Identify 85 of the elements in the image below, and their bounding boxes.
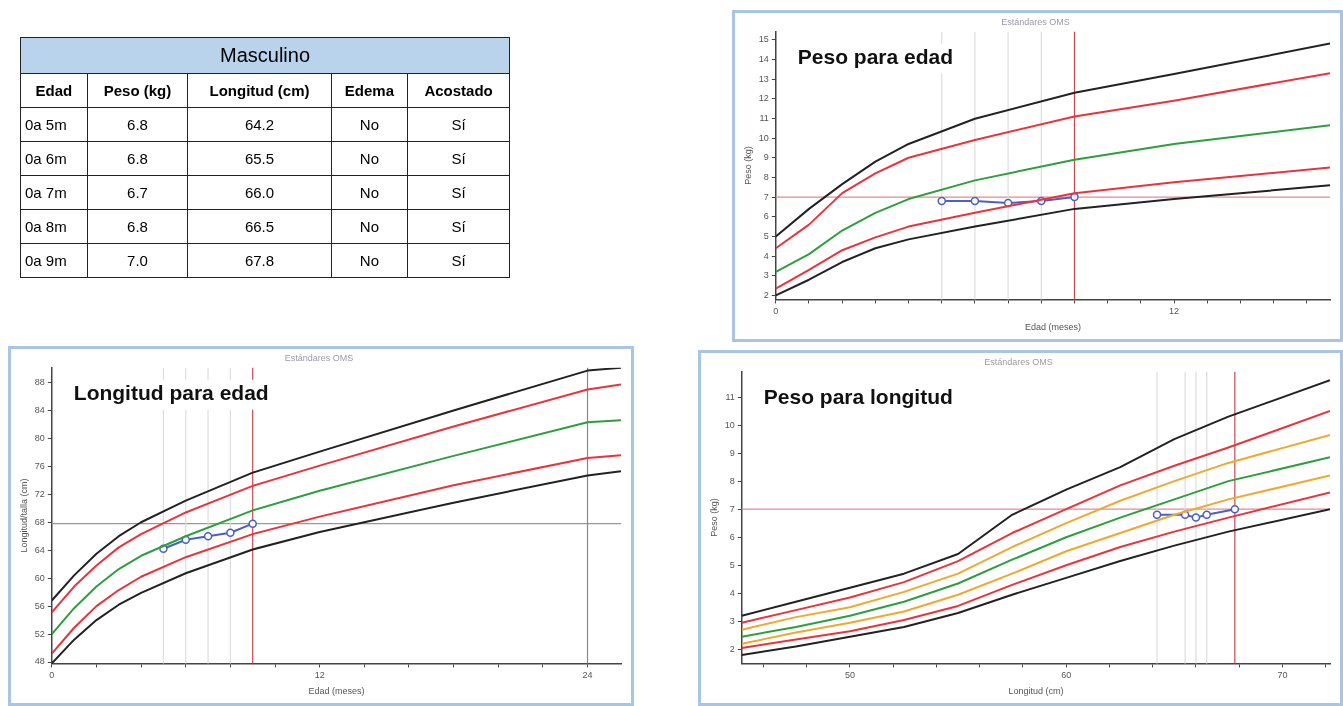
category-label: Peso (kg) — [87, 73, 188, 108]
chart-subtitle: Estándares OMS — [984, 356, 1053, 367]
y-tick-label: 7 — [763, 191, 769, 202]
y-tick-label: 8 — [729, 475, 735, 486]
y-tick-label: 4 — [763, 250, 769, 261]
y-tick-label: 10 — [758, 132, 769, 143]
y-tick-label: 9 — [729, 447, 735, 458]
text: 0a 8m — [20, 209, 88, 244]
y-tick-label: 2 — [763, 289, 769, 300]
text: Sí — [407, 209, 510, 244]
category-label: Edema — [331, 73, 408, 108]
y-tick-label: 2 — [729, 643, 735, 654]
y-tick-label: 4 — [729, 587, 735, 598]
text: Sí — [407, 243, 510, 278]
y-tick-label: 9 — [763, 152, 769, 163]
chart-subtitle: Estándares OMS — [284, 352, 354, 363]
text: 6.7 — [87, 175, 188, 210]
text: No — [331, 141, 408, 176]
y-tick-label: 10 — [724, 419, 735, 430]
category-label: Edad — [20, 73, 88, 108]
text: No — [331, 209, 408, 244]
x-axis-title: Longitud (cm) — [1008, 686, 1064, 697]
text: 0a 6m — [20, 141, 88, 176]
y-tick-label: 52 — [34, 628, 45, 639]
text: Peso para longitud — [763, 385, 953, 409]
y-tick-label: 11 — [725, 391, 735, 402]
y-axis-title: Peso (kg) — [708, 498, 719, 537]
text: 64.2 — [187, 107, 332, 142]
text: 6.8 — [87, 107, 188, 142]
text: 0a 9m — [20, 243, 88, 278]
y-tick-label: 56 — [34, 600, 45, 611]
text: No — [331, 243, 408, 278]
y-tick-label: 80 — [34, 432, 45, 443]
y-axis-title: Peso (kg) — [742, 146, 753, 185]
text: 66.0 — [187, 175, 332, 210]
x-axis-title: Edad (meses) — [308, 686, 365, 697]
y-tick-label: 15 — [758, 34, 769, 45]
text: 65.5 — [187, 141, 332, 176]
y-tick-label: 88 — [34, 376, 45, 387]
text: Masculino — [20, 37, 510, 73]
y-tick-label: 11 — [759, 112, 769, 123]
text: No — [331, 107, 408, 142]
x-tick-label: 24 — [582, 670, 593, 681]
x-tick-label: 70 — [1277, 670, 1288, 681]
y-tick-label: 3 — [729, 615, 735, 626]
category-label: Longitud (cm) — [187, 73, 332, 108]
y-tick-label: 12 — [758, 93, 769, 104]
y-tick-label: 84 — [34, 404, 45, 415]
text: No — [331, 175, 408, 210]
text: 67.8 — [187, 243, 332, 278]
text: 6.8 — [87, 209, 188, 244]
category-label: Acostado — [407, 73, 510, 108]
y-tick-label: 3 — [763, 270, 769, 281]
x-axis-title: Edad (meses) — [1024, 322, 1081, 333]
y-tick-label: 13 — [758, 73, 769, 84]
text: Longitud para edad — [73, 381, 269, 405]
y-tick-label: 8 — [763, 171, 769, 182]
y-tick-label: 5 — [763, 230, 769, 241]
y-tick-label: 7 — [729, 503, 735, 514]
y-tick-label: 14 — [758, 53, 769, 64]
y-tick-label: 60 — [34, 572, 45, 583]
y-tick-label: 6 — [763, 211, 769, 222]
text: Sí — [407, 141, 510, 176]
chart-subtitle: Estándares OMS — [1001, 16, 1070, 27]
text: Sí — [407, 175, 510, 210]
x-tick-label: 50 — [844, 670, 855, 681]
text: 0a 7m — [20, 175, 88, 210]
text: 7.0 — [87, 243, 188, 278]
y-tick-label: 48 — [34, 656, 45, 667]
text: 0a 5m — [20, 107, 88, 142]
y-tick-label: 76 — [34, 460, 45, 471]
text: 6.8 — [87, 141, 188, 176]
y-tick-label: 6 — [729, 531, 735, 542]
x-tick-label: 0 — [773, 306, 779, 317]
y-tick-label: 72 — [34, 488, 45, 499]
y-tick-label: 64 — [34, 544, 45, 555]
text: Peso para edad — [797, 45, 954, 69]
y-axis-title: Longitud/talla (cm) — [18, 478, 29, 553]
x-tick-label: 12 — [314, 670, 325, 681]
x-tick-label: 0 — [49, 670, 55, 681]
y-tick-label: 68 — [34, 516, 45, 527]
text: Sí — [407, 107, 510, 142]
x-tick-label: 60 — [1061, 670, 1072, 681]
y-tick-label: 5 — [729, 559, 735, 570]
text: 66.5 — [187, 209, 332, 244]
